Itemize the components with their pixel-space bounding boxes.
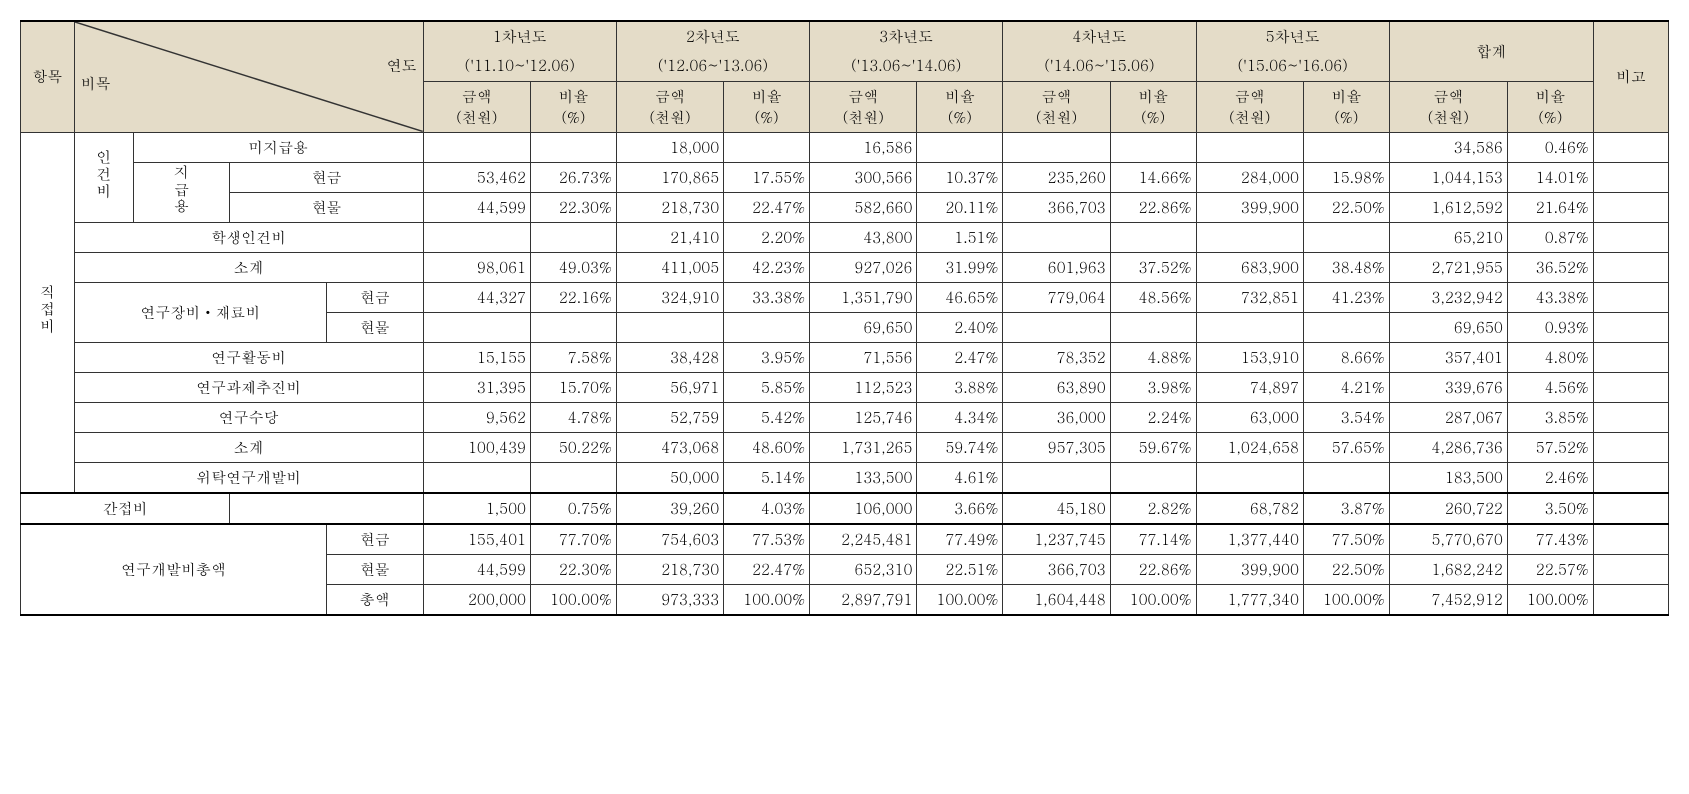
lbl-student: 학생인건비 (74, 222, 423, 252)
lbl-equip-cash: 현금 (326, 282, 423, 312)
hdr-item: 항목 (21, 21, 75, 132)
hdr-remark: 비고 (1593, 21, 1668, 132)
row-grand-cash: 연구개발비총액 현금 155,40177.70% 754,60377.53% 2… (21, 524, 1669, 555)
row-student: 학생인건비 21,4102.20% 43,8001.51% 65,2100.87… (21, 222, 1669, 252)
lbl-paid: 지급용 (133, 162, 230, 222)
lbl-equip: 연구장비・재료비 (74, 282, 326, 342)
hdr-y2-range: ('12.06~'13.06) (616, 51, 809, 81)
lbl-activity: 연구활동비 (74, 342, 423, 372)
hdr-y3-title: 3차년도 (810, 21, 1003, 51)
row-outsourced: 위탁연구개발비 50,0005.14% 133,5004.61% 183,500… (21, 462, 1669, 493)
hdr-y1-pct: 비율(%) (530, 81, 616, 132)
lbl-allowance: 연구수당 (74, 402, 423, 432)
hdr-y5-title: 5차년도 (1196, 21, 1389, 51)
lbl-inkind: 현물 (230, 192, 423, 222)
lbl-task: 연구과제추진비 (74, 372, 423, 402)
hdr-t-amt: 금액(천원) (1389, 81, 1507, 132)
lbl-grand-total: 총액 (326, 584, 423, 615)
lbl-labor-sub: 소계 (74, 252, 423, 282)
lbl-equip-inkind: 현물 (326, 312, 423, 342)
lbl-unpaid: 미지급용 (133, 132, 423, 162)
hdr-y5-pct: 비율(%) (1303, 81, 1389, 132)
lbl-outsourced: 위탁연구개발비 (74, 462, 423, 493)
hdr-y5-amt: 금액(천원) (1196, 81, 1303, 132)
lbl-grand-inkind: 현물 (326, 554, 423, 584)
hdr-y4-title: 4차년도 (1003, 21, 1196, 51)
row-indirect: 간접비 1,5000.75% 39,2604.03% 106,0003.66% … (21, 493, 1669, 524)
hdr-y2-pct: 비율(%) (724, 81, 810, 132)
hdr-y1-title: 1차년도 (423, 21, 616, 51)
lbl-total-section: 연구개발비총액 (21, 524, 327, 615)
hdr-y3-range: ('13.06~'14.06) (810, 51, 1003, 81)
row-paid-inkind: 현물 44,59922.30% 218,73022.47% 582,66020.… (21, 192, 1669, 222)
hdr-y2-title: 2차년도 (616, 21, 809, 51)
hdr-y5-range: ('15.06~'16.06) (1196, 51, 1389, 81)
hdr-y3-amt: 금액(천원) (810, 81, 917, 132)
hdr-y1-amt: 금액(천원) (423, 81, 530, 132)
hdr-y4-pct: 비율(%) (1110, 81, 1196, 132)
lbl-labor: 인건비 (74, 132, 133, 222)
row-equip-cash: 연구장비・재료비 현금 44,32722.16% 324,91033.38% 1… (21, 282, 1669, 312)
hdr-diag-right: 연도 (387, 55, 417, 76)
budget-table: 항목 비목 연도 1차년도 2차년도 3차년도 4차년도 5차년도 합계 비고 … (20, 20, 1669, 616)
lbl-other-sub: 소계 (74, 432, 423, 462)
hdr-diag-left: 비목 (81, 73, 111, 94)
hdr-diag: 비목 연도 (74, 21, 423, 132)
hdr-total-title: 합계 (1389, 21, 1593, 81)
lbl-direct: 직접비 (21, 132, 75, 493)
hdr-t-pct: 비율(%) (1507, 81, 1593, 132)
hdr-y4-amt: 금액(천원) (1003, 81, 1110, 132)
hdr-y4-range: ('14.06~'15.06) (1003, 51, 1196, 81)
row-unpaid: 직접비 인건비 미지급용 18,000 16,586 34,5860.46% (21, 132, 1669, 162)
hdr-y2-amt: 금액(천원) (616, 81, 723, 132)
lbl-grand-cash: 현금 (326, 524, 423, 555)
row-other-subtotal: 소계 100,43950.22% 473,06848.60% 1,731,265… (21, 432, 1669, 462)
lbl-cash: 현금 (230, 162, 423, 192)
row-allowance: 연구수당 9,5624.78% 52,7595.42% 125,7464.34%… (21, 402, 1669, 432)
row-labor-subtotal: 소계 98,06149.03% 411,00542.23% 927,02631.… (21, 252, 1669, 282)
hdr-y3-pct: 비율(%) (917, 81, 1003, 132)
row-paid-cash: 지급용 현금 53,46226.73% 170,86517.55% 300,56… (21, 162, 1669, 192)
row-activity: 연구활동비 15,1557.58% 38,4283.95% 71,5562.47… (21, 342, 1669, 372)
lbl-indirect: 간접비 (21, 493, 230, 524)
row-task: 연구과제추진비 31,39515.70% 56,9715.85% 112,523… (21, 372, 1669, 402)
hdr-y1-range: ('11.10~'12.06) (423, 51, 616, 81)
